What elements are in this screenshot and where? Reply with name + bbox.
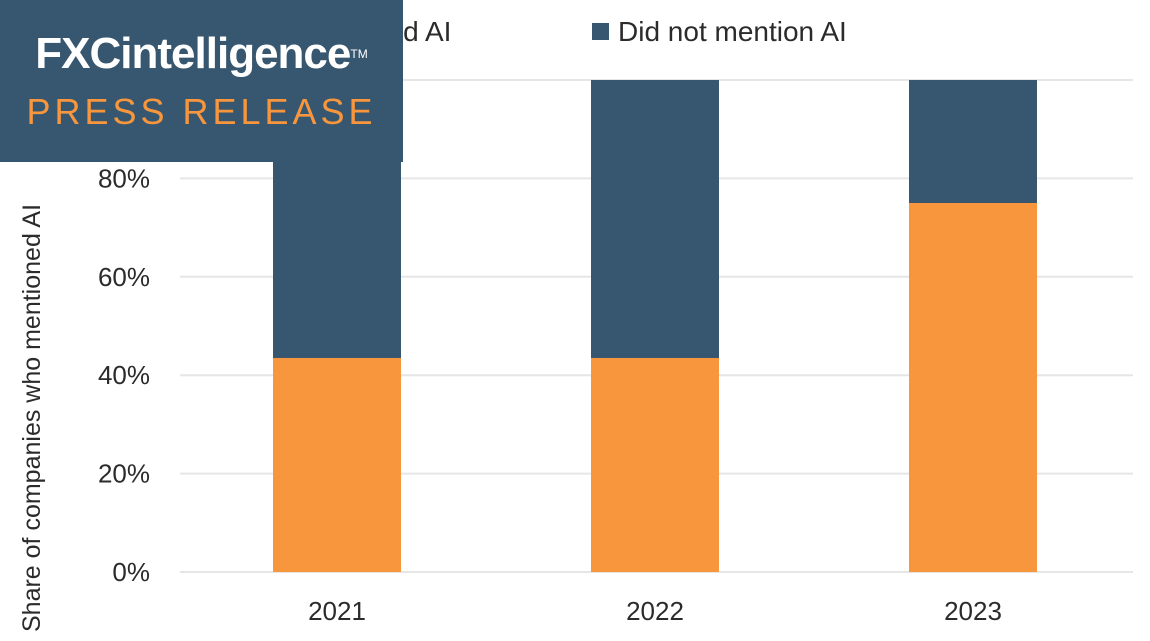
y-tick-label: 20% bbox=[98, 459, 150, 489]
brand-banner: FXCintelligenceTM PRESS RELEASE bbox=[0, 0, 403, 162]
press-release-tag: PRESS RELEASE bbox=[26, 91, 377, 132]
legend-swatch-did-not-mention bbox=[592, 23, 609, 40]
x-tick-label: 2021 bbox=[308, 596, 366, 626]
legend-label-did-not-mention: Did not mention AI bbox=[618, 16, 847, 47]
y-tick-label: 0% bbox=[112, 557, 150, 587]
x-tick-label: 2022 bbox=[626, 596, 684, 626]
y-tick-label: 40% bbox=[98, 360, 150, 390]
y-tick-label: 80% bbox=[98, 163, 150, 193]
x-axis-ticks: 2021 2022 2023 bbox=[308, 596, 1002, 626]
y-axis-label: Share of companies who mentioned AI bbox=[18, 204, 46, 632]
bar-2023-mentioned bbox=[909, 203, 1037, 572]
bar-2023-did-not-mention bbox=[909, 80, 1037, 203]
x-tick-label: 2023 bbox=[944, 596, 1002, 626]
trademark-mark: TM bbox=[350, 47, 368, 61]
bar-2022-mentioned bbox=[591, 357, 719, 572]
bar-2021-mentioned bbox=[273, 357, 401, 572]
brand-logo: FXCintelligenceTM bbox=[0, 26, 403, 82]
brand-name: FXCintelligence bbox=[35, 29, 351, 78]
bar-2022-did-not-mention bbox=[591, 80, 719, 358]
y-tick-label: 60% bbox=[98, 262, 150, 292]
